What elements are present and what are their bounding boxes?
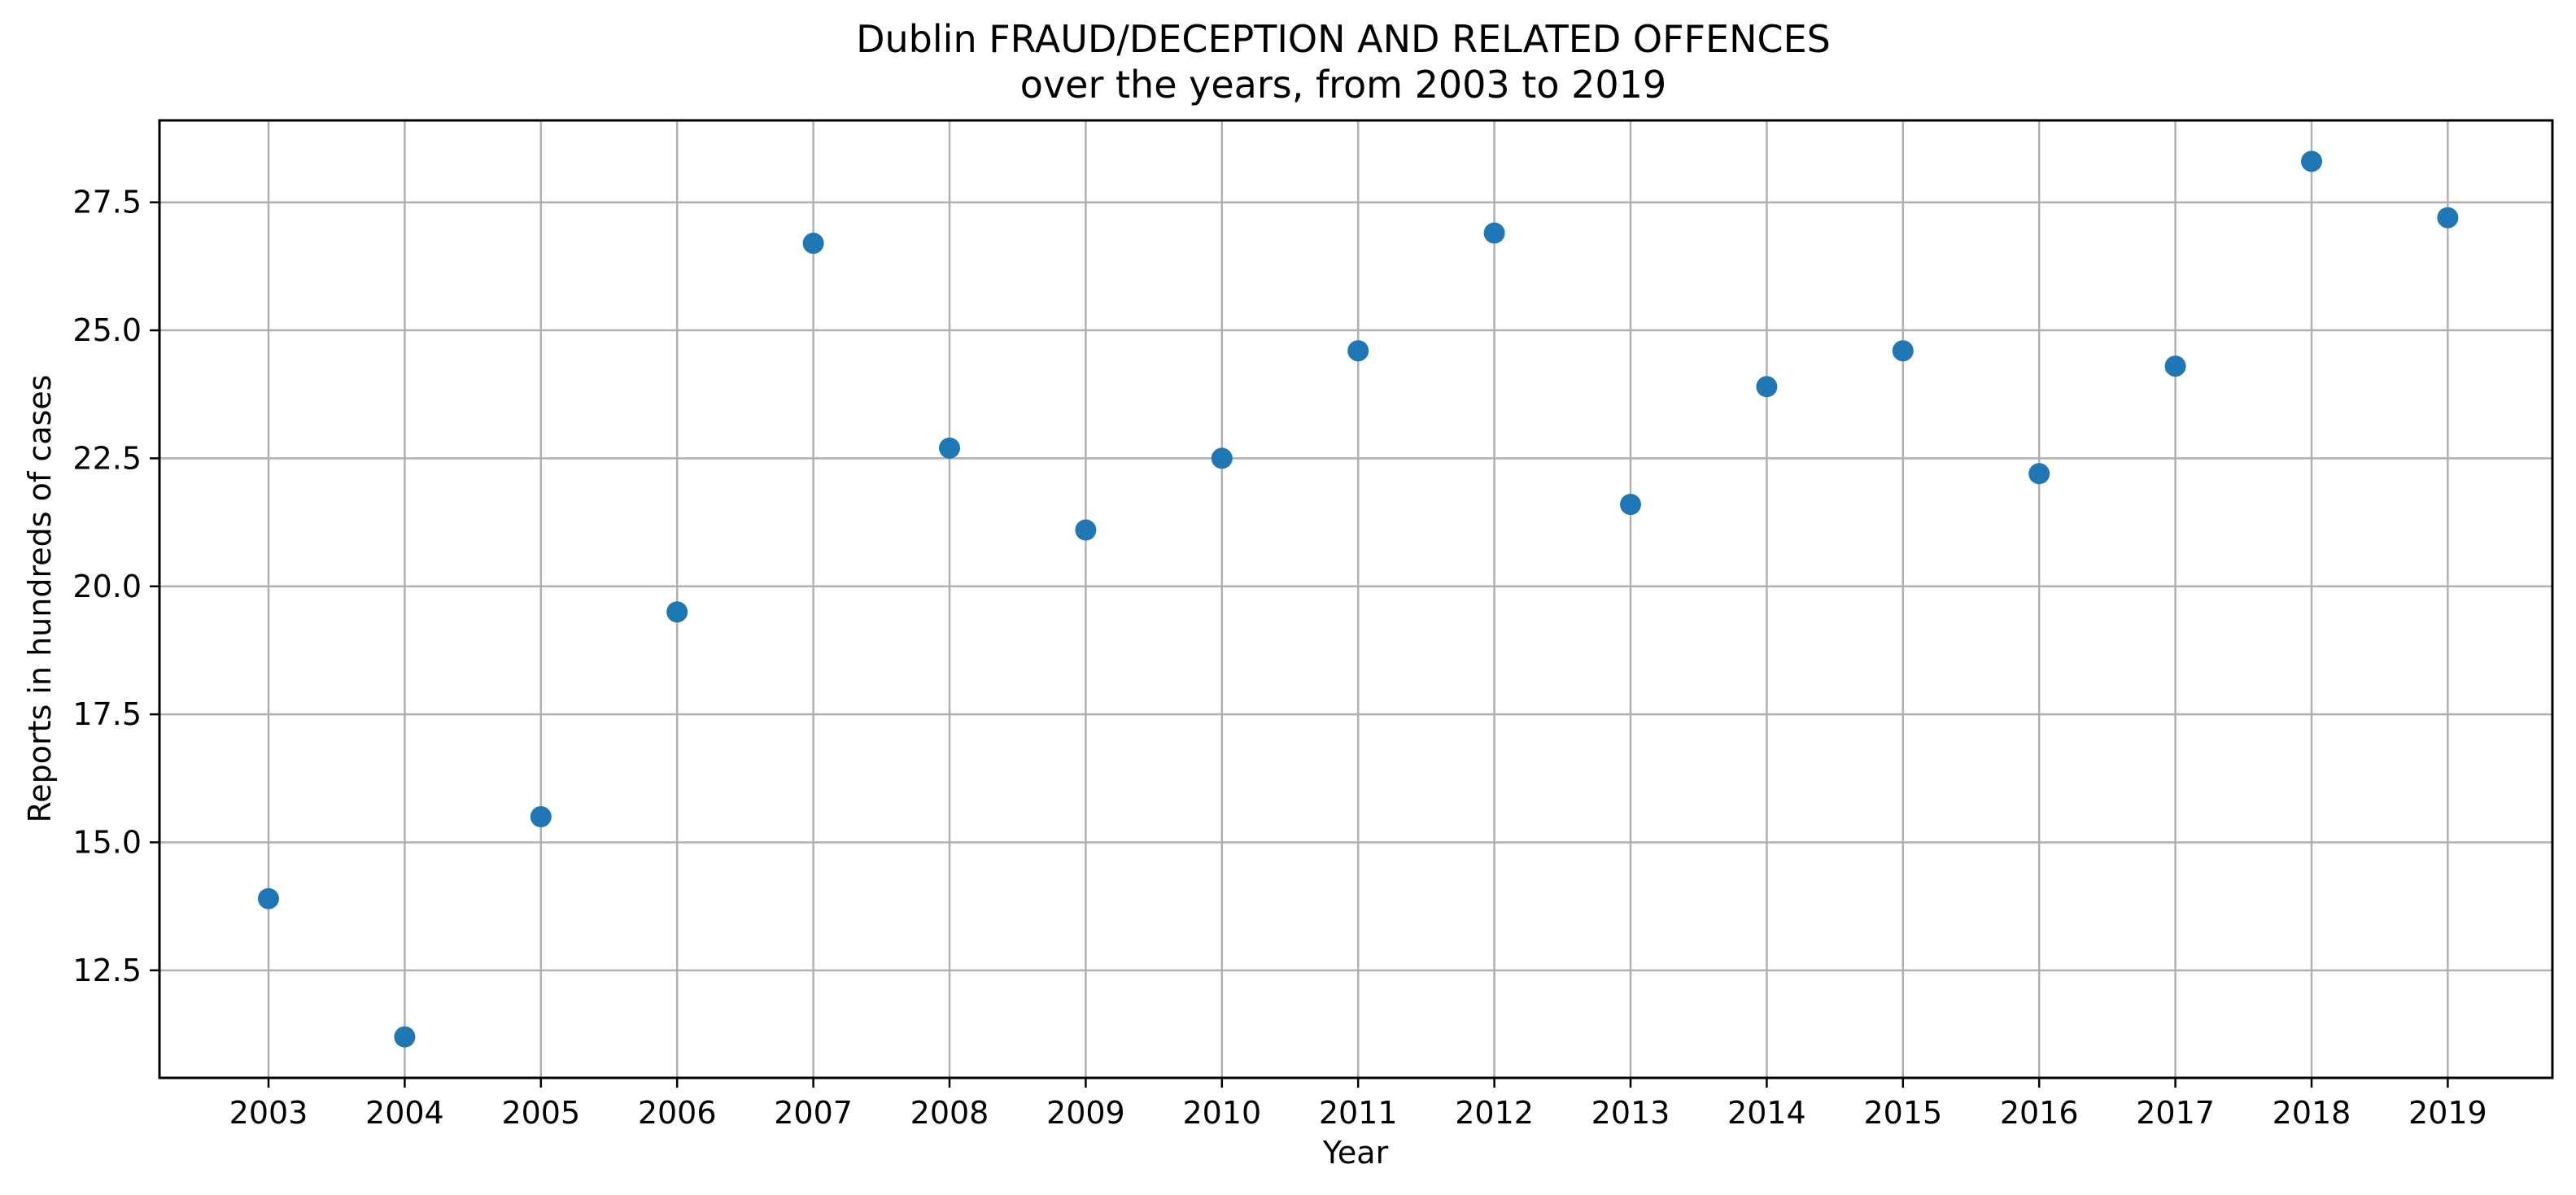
- x-tick-label: 2014: [1727, 1095, 1806, 1131]
- data-point-2019: [2437, 207, 2459, 229]
- x-tick-label: 2004: [365, 1095, 444, 1131]
- y-tick-label: 12.5: [72, 953, 142, 988]
- data-point-2016: [2028, 463, 2050, 485]
- x-tick-label: 2009: [1046, 1095, 1125, 1131]
- data-point-2006: [666, 601, 688, 623]
- data-point-2015: [1892, 340, 1914, 362]
- y-tick-label: 20.0: [72, 569, 142, 604]
- x-tick-label: 2012: [1455, 1095, 1534, 1131]
- data-point-2005: [530, 806, 552, 827]
- y-axis-label: Reports in hundreds of cases: [22, 375, 58, 823]
- x-tick-label: 2019: [2408, 1095, 2487, 1131]
- data-point-2011: [1347, 340, 1369, 362]
- x-tick-label: 2013: [1591, 1095, 1670, 1131]
- data-point-2004: [394, 1026, 416, 1048]
- grid-layer: [159, 120, 2552, 1078]
- y-tick-label: 22.5: [72, 440, 142, 476]
- x-tick-label: 2010: [1182, 1095, 1261, 1131]
- y-tick-label: 27.5: [72, 185, 142, 220]
- y-tick-labels: 12.5 15.0 17.5 20.0 22.5 25.0 27.5: [72, 185, 159, 988]
- data-point-2018: [2301, 150, 2322, 172]
- chart-title: Dublin FRAUD/DECEPTION AND RELATED OFFEN…: [856, 17, 1831, 61]
- data-point-2008: [939, 437, 960, 459]
- data-point-2010: [1211, 447, 1233, 469]
- chart-subtitle: over the years, from 2003 to 2019: [1020, 63, 1666, 107]
- y-tick-label: 17.5: [72, 696, 142, 732]
- data-point-2017: [2164, 355, 2186, 377]
- x-tick-label: 2018: [2273, 1095, 2351, 1131]
- data-point-2007: [802, 233, 824, 255]
- y-tick-label: 15.0: [72, 824, 142, 860]
- data-point-2012: [1483, 222, 1505, 244]
- x-tick-label: 2011: [1319, 1095, 1398, 1131]
- y-tick-label: 25.0: [72, 312, 142, 348]
- x-tick-label: 2016: [2000, 1095, 2079, 1131]
- x-tick-label: 2008: [910, 1095, 989, 1131]
- data-point-2003: [258, 888, 279, 909]
- x-tick-label: 2005: [501, 1095, 580, 1131]
- data-point-2014: [1756, 376, 1778, 398]
- points-layer: [258, 150, 2459, 1048]
- x-tick-label: 2015: [1863, 1095, 1942, 1131]
- x-tick-label: 2006: [638, 1095, 717, 1131]
- data-point-2009: [1075, 519, 1097, 541]
- x-tick-label: 2017: [2136, 1095, 2215, 1131]
- x-axis-label: Year: [1322, 1135, 1389, 1171]
- data-point-2013: [1620, 494, 1641, 516]
- x-tick-labels: 2003 2004 2005 2006 2007 2008 2009 2010 2011 2012…: [229, 1078, 2487, 1131]
- x-tick-label: 2007: [774, 1095, 853, 1131]
- x-tick-label: 2003: [229, 1095, 308, 1131]
- plot-frame: [158, 119, 2554, 1079]
